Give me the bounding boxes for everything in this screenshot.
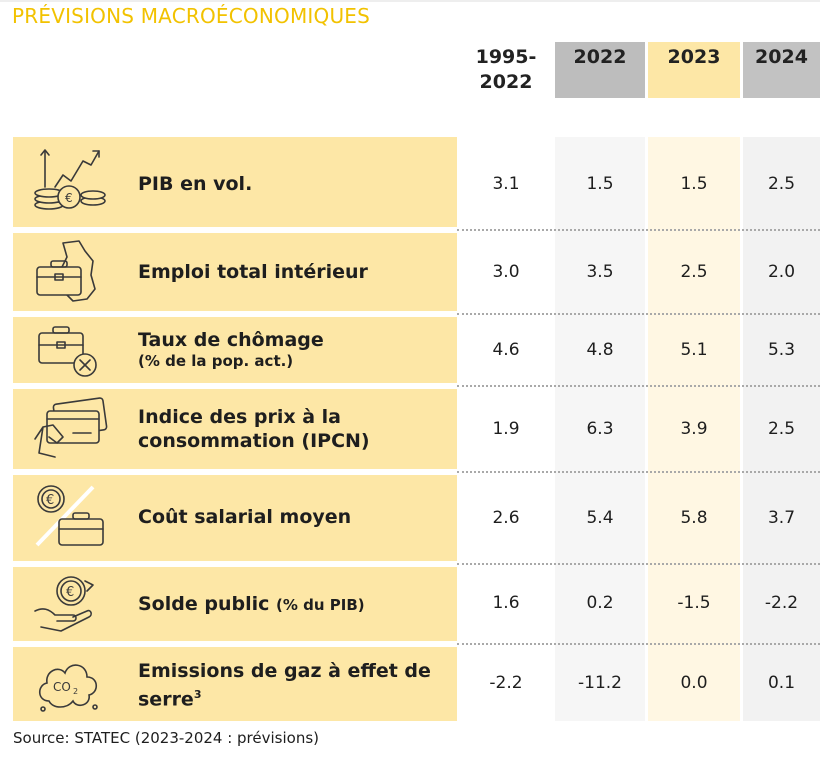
cell-value: -2.2 (764, 593, 799, 613)
cell-value: 6.3 (586, 419, 614, 439)
cell-value: 0.1 (767, 673, 796, 693)
cell-value: 3.5 (586, 262, 614, 282)
cell-value: -2.2 (489, 673, 523, 693)
cell-value: 1.5 (680, 174, 708, 194)
table-row: € Coût salarial moyen (13, 475, 457, 561)
cell-value: 2.5 (767, 174, 796, 194)
cell-value: 4.6 (492, 340, 520, 360)
row-label: Emploi total intérieur (138, 261, 368, 283)
header-label: 2024 (755, 46, 808, 68)
svg-text:€: € (46, 493, 54, 508)
row-separator (457, 313, 820, 315)
header-1995-2022: 1995- 2022 (462, 42, 550, 98)
cell-value: 4.8 (586, 340, 614, 360)
table-row: Emploi total intérieur (13, 233, 457, 311)
row-label: Emissions de gaz à effet de serre3 (138, 660, 431, 711)
cell-value: 5.1 (680, 340, 708, 360)
cell-value: 2.6 (492, 508, 520, 528)
cell-value: 5.3 (767, 340, 796, 360)
cell-value: 5.8 (680, 508, 708, 528)
briefcase-cross-icon (38, 326, 97, 377)
briefcase-map-icon (36, 240, 96, 302)
row-label: Coût salarial moyen (138, 506, 352, 528)
cell-value: 2.0 (767, 262, 796, 282)
row-separator (457, 229, 820, 231)
cell-value: 2.5 (767, 419, 796, 439)
row-separator (457, 471, 820, 473)
col-bg-2024 (743, 137, 820, 721)
col-bg-2022 (555, 137, 645, 721)
header-2024: 2024 (743, 42, 820, 98)
row-sublabel: (% de la pop. act.) (138, 352, 294, 370)
cell-value: 1.5 (586, 174, 614, 194)
row-label: Solde public (% du PIB) (138, 593, 365, 615)
row-sublabel: (% du PIB) (276, 596, 365, 614)
header-label: 1995- 2022 (475, 46, 537, 93)
table-row: Taux de chômage (% de la pop. act.) (13, 317, 457, 383)
row-separator (457, 385, 820, 387)
footnote-marker: 3 (193, 688, 202, 701)
gdp-growth-icon: € (34, 149, 106, 210)
row-label: PIB en vol. (138, 173, 253, 195)
cell-value: -11.2 (578, 673, 622, 693)
cell-value: 3.0 (492, 262, 520, 282)
row-label: Indice des prix à la consommation (IPCN) (138, 406, 370, 452)
table-row: € PIB en vol. (13, 137, 457, 227)
header-label: 2023 (667, 46, 721, 68)
header-2022: 2022 (555, 42, 645, 98)
cell-value: 1.6 (492, 593, 520, 613)
cell-value: 0.2 (586, 593, 614, 613)
top-rule (0, 0, 820, 2)
row-separator (457, 563, 820, 565)
cell-value: 5.4 (586, 508, 614, 528)
col-bg-2023 (648, 137, 740, 721)
cell-value: 2.5 (680, 262, 708, 282)
page-title: PRÉVISIONS MACROÉCONOMIQUES (12, 4, 371, 28)
header-2023: 2023 (648, 42, 740, 98)
co2-cloud-icon: CO 2 (38, 664, 98, 712)
header-label: 2022 (573, 46, 627, 68)
source-note: Source: STATEC (2023-2024 : prévisions) (13, 729, 320, 747)
svg-text:2: 2 (73, 687, 78, 696)
row-label: Taux de chômage (% de la pop. act.) (138, 328, 448, 371)
svg-text:CO: CO (53, 680, 71, 694)
table-row: Indice des prix à la consommation (IPCN) (13, 389, 457, 469)
row-separator (457, 643, 820, 645)
cell-value: 1.9 (492, 419, 520, 439)
svg-text:€: € (66, 585, 74, 600)
coin-briefcase-icon: € (35, 485, 104, 547)
hand-coin-icon: € (34, 576, 94, 632)
cell-value: 0.0 (680, 673, 708, 693)
table-row: CO 2 Emissions de gaz à effet de serre3 (13, 647, 457, 721)
svg-text:€: € (65, 191, 73, 205)
cell-value: 3.9 (680, 419, 708, 439)
cell-value: 3.7 (767, 508, 796, 528)
credit-card-hand-icon (34, 397, 108, 458)
cell-value: -1.5 (677, 593, 711, 613)
cell-value: 3.1 (492, 174, 520, 194)
table-row: € Solde public (% du PIB) (13, 567, 457, 641)
